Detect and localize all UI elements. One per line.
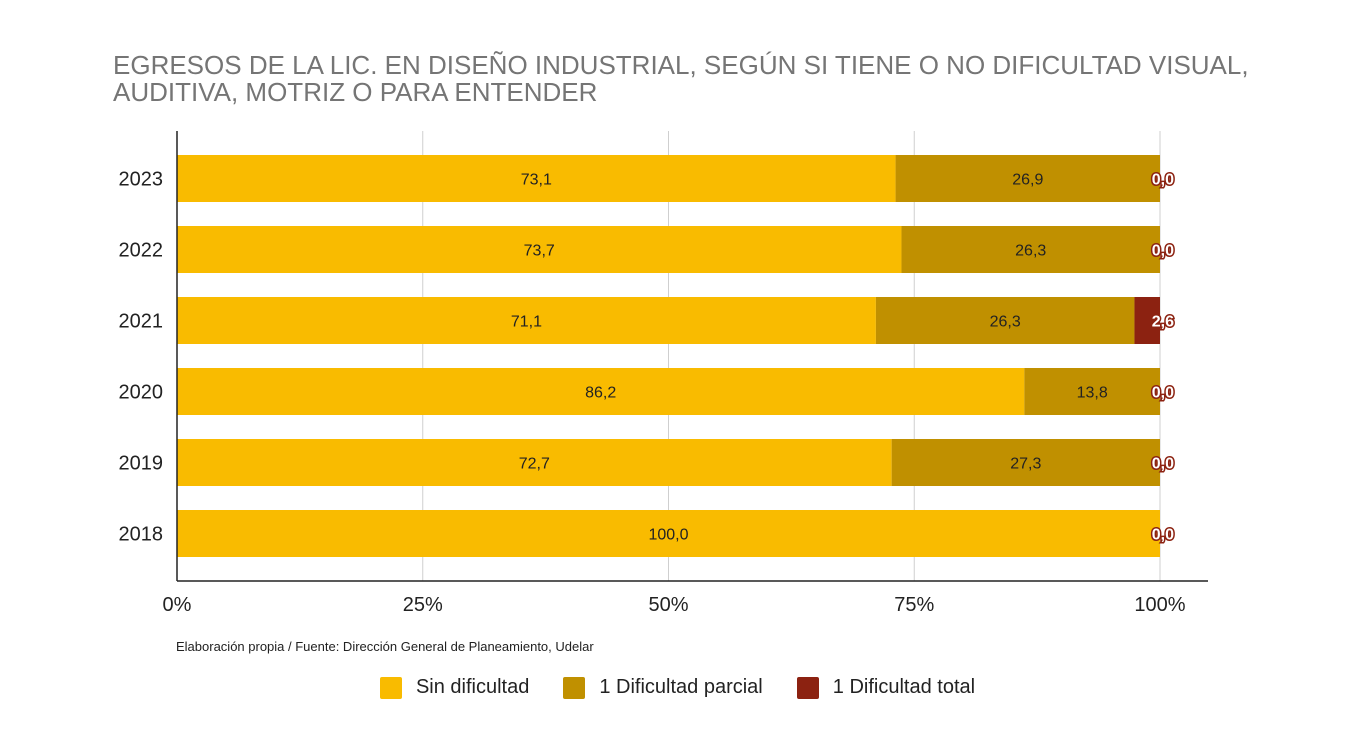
legend-item: Sin dificultad	[379, 676, 530, 699]
data-label: 71,1	[511, 314, 542, 331]
data-label: 26,3	[1015, 243, 1046, 260]
y-tick-label: 2022	[119, 240, 164, 262]
source-note: Elaboración propia / Fuente: Dirección G…	[176, 639, 594, 654]
data-label: 0,0	[1152, 456, 1174, 473]
legend-item: 1 Dificultad parcial	[563, 676, 763, 699]
x-tick-label: 100%	[1134, 594, 1185, 616]
data-label: 73,1	[521, 172, 552, 189]
y-tick-label: 2023	[119, 169, 164, 191]
data-label: 0,0	[1152, 243, 1174, 260]
y-tick-label: 2020	[119, 382, 164, 404]
x-tick-label: 50%	[648, 594, 688, 616]
data-label: 13,8	[1077, 385, 1108, 402]
bar-segment	[177, 368, 1025, 415]
legend-swatch	[796, 676, 819, 699]
legend-item: 1 Dificultad total	[796, 676, 976, 699]
legend-swatch	[563, 676, 586, 699]
x-tick-label: 0%	[163, 594, 192, 616]
data-label: 2,6	[1152, 314, 1174, 331]
legend-label: 1 Dificultad parcial	[599, 676, 763, 698]
legend: Sin dificultad 1 Dificultad parcial 1 Difi…	[0, 676, 1355, 699]
data-label: 73,7	[524, 243, 555, 260]
data-label: 27,3	[1010, 456, 1041, 473]
data-label: 86,2	[585, 385, 616, 402]
bar-segment	[1134, 297, 1160, 344]
x-tick-label: 25%	[403, 594, 443, 616]
data-label: 0,0	[1152, 385, 1174, 402]
legend-label: 1 Dificultad total	[832, 676, 976, 698]
bar-segment	[177, 226, 902, 273]
data-label: 100,0	[648, 527, 688, 544]
bar-segment	[901, 226, 1160, 273]
stacked-bar-chart: 0% 25% 50% 75% 100% 2023 73,1 26,9 0,0 2022 73,7 26…	[119, 131, 1208, 616]
data-label: 72,7	[519, 456, 550, 473]
data-label: 0,0	[1152, 527, 1174, 544]
bar-segment	[177, 297, 876, 344]
bar-segment	[891, 439, 1160, 486]
data-label: 0,0	[1152, 172, 1174, 189]
bar-segment	[895, 155, 1160, 202]
legend-label: Sin dificultad	[415, 676, 530, 698]
legend-swatch	[379, 676, 402, 699]
bar-segment	[177, 155, 896, 202]
bar-segment	[875, 297, 1135, 344]
y-tick-label: 2021	[119, 311, 164, 333]
chart-title: EGRESOS DE LA LIC. EN DISEÑO INDUSTRIAL,…	[113, 50, 1249, 107]
bar-segment	[1024, 368, 1160, 415]
data-label: 26,3	[990, 314, 1021, 331]
x-tick-label: 75%	[894, 594, 934, 616]
bar-segment	[177, 510, 1160, 557]
y-tick-label: 2018	[119, 524, 164, 546]
y-tick-label: 2019	[119, 453, 164, 475]
data-label: 26,9	[1012, 172, 1043, 189]
bar-segment	[177, 439, 892, 486]
